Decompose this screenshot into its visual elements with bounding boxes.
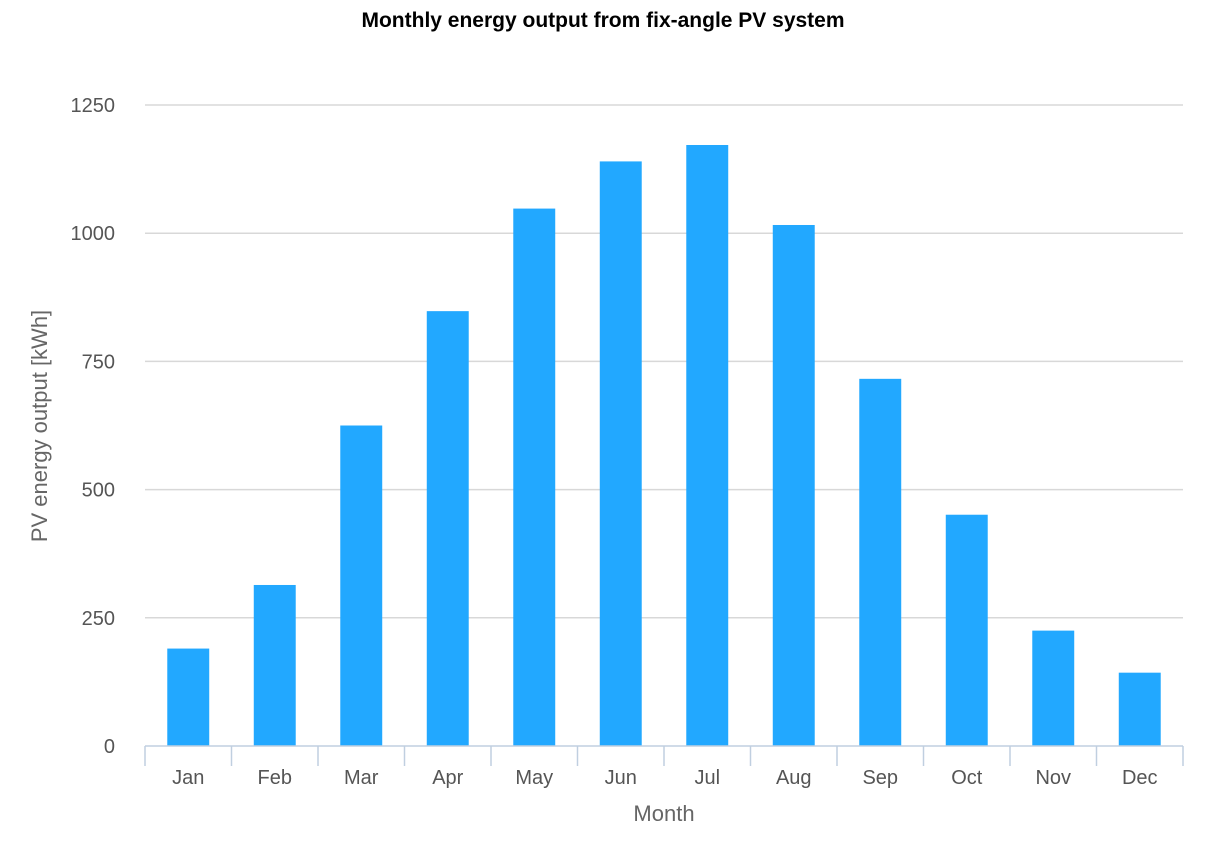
bars xyxy=(167,144,1161,747)
x-tick-label: Jun xyxy=(605,767,637,789)
bar-sep[interactable] xyxy=(859,378,902,746)
x-tick-label: Feb xyxy=(258,767,292,789)
y-axis-ticks: 0 250 500 750 1000 1250 xyxy=(71,95,116,758)
y-tick-label: 750 xyxy=(82,351,115,373)
x-tick-label: May xyxy=(515,767,553,789)
x-axis: Jan Feb Mar Apr May Jun Jul Aug Sep Oct Nov Dec xyxy=(144,745,1184,789)
x-tick-label: Jan xyxy=(172,767,204,789)
bar-dec[interactable] xyxy=(1118,672,1161,746)
bar-feb[interactable] xyxy=(253,584,296,746)
x-tick-label: Aug xyxy=(776,767,812,789)
x-tick-label: Sep xyxy=(862,767,898,789)
bar-oct[interactable] xyxy=(945,514,988,746)
x-axis-title: Month xyxy=(633,801,694,826)
x-tick-label: Dec xyxy=(1122,767,1158,789)
chart-title: Monthly energy output from fix-angle PV … xyxy=(361,9,844,32)
bar-mar[interactable] xyxy=(340,425,383,747)
y-tick-label: 1250 xyxy=(71,95,116,117)
x-tick-label: Nov xyxy=(1035,767,1071,789)
bar-may[interactable] xyxy=(513,208,556,747)
bar-jan[interactable] xyxy=(167,648,210,746)
bar-apr[interactable] xyxy=(426,311,469,746)
x-tick-label: Jul xyxy=(694,767,720,789)
bar-aug[interactable] xyxy=(772,224,815,747)
bar-jun[interactable] xyxy=(599,161,642,746)
bar-jul[interactable] xyxy=(686,144,729,746)
x-tick-label: Oct xyxy=(951,767,983,789)
x-tick-label: Apr xyxy=(432,767,463,789)
x-tick-label: Mar xyxy=(344,767,379,789)
y-tick-label: 250 xyxy=(82,608,115,630)
y-tick-label: 500 xyxy=(82,480,115,502)
bar-nov[interactable] xyxy=(1032,630,1075,746)
y-tick-label: 1000 xyxy=(71,223,116,245)
gridlines xyxy=(145,104,1183,619)
y-axis-title: PV energy output [kWh] xyxy=(27,310,52,542)
y-tick-label: 0 xyxy=(104,736,115,758)
